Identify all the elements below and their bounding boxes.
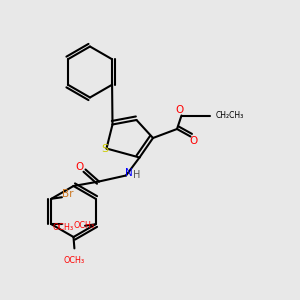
Text: O: O: [189, 136, 198, 146]
Text: OCH₃: OCH₃: [53, 223, 74, 232]
Text: S: S: [101, 143, 109, 154]
Text: CH₂CH₃: CH₂CH₃: [215, 111, 244, 120]
Text: OCH₃: OCH₃: [73, 221, 94, 230]
Text: Br: Br: [62, 189, 74, 199]
Text: O: O: [176, 105, 184, 116]
Text: OCH₃: OCH₃: [64, 256, 85, 265]
Text: H: H: [133, 170, 140, 180]
Text: O: O: [75, 162, 84, 172]
Text: N: N: [124, 167, 132, 178]
